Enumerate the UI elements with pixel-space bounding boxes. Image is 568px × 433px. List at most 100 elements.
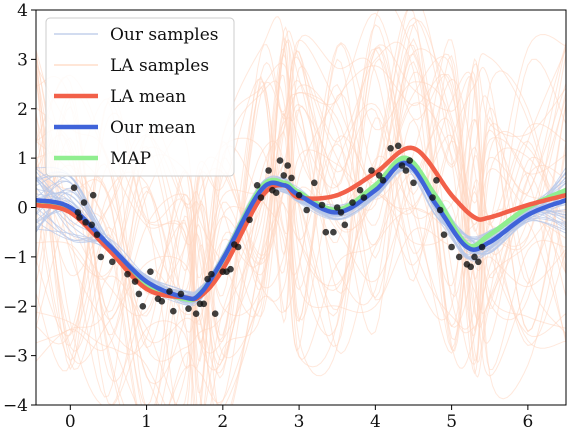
y-tick-label: −1	[3, 248, 28, 268]
x-tick-label: 0	[65, 412, 76, 432]
data-point	[88, 221, 95, 229]
y-tick-label: −3	[3, 347, 28, 367]
legend-label: MAP	[110, 149, 151, 169]
data-point	[131, 278, 139, 285]
la-sample-curve	[36, 37, 566, 405]
our-mean-line	[36, 160, 566, 302]
data-point	[227, 265, 234, 273]
data-point	[303, 206, 311, 214]
data-point	[74, 209, 82, 216]
data-point	[360, 194, 368, 201]
axis-ticks: 0 1 2 3 4 5 6 −4 −3 −2 −1 0 1 2 3 4	[3, 1, 533, 432]
data-point	[211, 310, 219, 318]
data-point	[185, 305, 192, 313]
data-point	[276, 157, 284, 164]
data-point	[341, 221, 349, 229]
y-tick-label: −2	[3, 297, 28, 317]
la-sample-curve	[36, 43, 566, 405]
legend-box	[45, 17, 235, 177]
la-sample-curve	[36, 70, 566, 405]
data-point	[253, 182, 261, 189]
data-point	[402, 167, 410, 174]
data-point	[166, 288, 173, 295]
data-point	[208, 270, 215, 278]
data-point	[177, 290, 185, 298]
data-point	[478, 243, 486, 251]
legend-label: LA samples	[110, 56, 209, 76]
y-tick-label: −4	[3, 396, 28, 416]
data-point	[448, 243, 455, 251]
data-point	[139, 303, 147, 310]
data-point	[284, 162, 292, 169]
y-tick-label: 2	[17, 100, 28, 120]
data-point	[89, 191, 97, 199]
y-tick-label: 0	[17, 199, 28, 219]
legend-label: Our mean	[110, 118, 196, 138]
data-point	[387, 145, 394, 152]
x-tick-label: 6	[522, 412, 533, 432]
data-point	[436, 206, 444, 214]
data-point	[440, 231, 448, 238]
data-point	[295, 191, 303, 199]
x-tick-label: 3	[294, 412, 305, 432]
data-point	[398, 162, 406, 169]
data-point	[265, 167, 272, 174]
data-point	[433, 177, 440, 184]
data-point	[70, 184, 78, 191]
data-point	[109, 258, 116, 266]
y-tick-label: 4	[17, 1, 28, 21]
data-point	[337, 209, 345, 216]
x-tick-label: 4	[370, 412, 381, 432]
data-point	[288, 174, 295, 182]
data-point	[257, 194, 265, 201]
data-point	[475, 258, 482, 266]
la-sample-curve	[36, 85, 566, 405]
data-point	[349, 199, 356, 206]
data-point	[192, 310, 200, 318]
data-point	[330, 228, 337, 236]
data-point	[135, 290, 143, 298]
data-point	[406, 157, 414, 164]
legend-label: LA mean	[110, 87, 186, 107]
data-point	[147, 268, 154, 276]
data-point	[356, 186, 364, 194]
data-point	[82, 219, 89, 226]
data-point	[368, 167, 375, 174]
data-point	[80, 199, 88, 206]
data-point	[124, 270, 131, 278]
data-point	[379, 177, 387, 184]
data-point	[455, 253, 463, 261]
data-point	[410, 179, 417, 187]
data-point	[204, 275, 211, 283]
data-point	[429, 194, 436, 201]
x-tick-label: 1	[141, 412, 152, 432]
data-points	[70, 142, 486, 318]
data-point	[272, 189, 280, 196]
data-point	[333, 204, 341, 211]
data-point	[318, 201, 326, 209]
data-point	[322, 228, 330, 236]
la-sample-curve	[36, 53, 566, 405]
la-sample-curve	[36, 65, 566, 405]
data-point	[280, 172, 288, 179]
data-point	[311, 179, 318, 187]
data-point	[200, 300, 208, 308]
data-point	[375, 172, 383, 179]
data-point	[97, 253, 105, 261]
data-point	[76, 214, 83, 221]
data-point	[471, 253, 478, 261]
data-point	[93, 231, 101, 238]
x-tick-label: 2	[217, 412, 228, 432]
y-tick-label: 1	[17, 149, 28, 169]
data-point	[234, 243, 242, 251]
la-sample-curve	[36, 36, 566, 405]
data-point	[394, 142, 402, 150]
la-sample-curve	[36, 19, 566, 362]
legend-label: Our samples	[110, 25, 219, 45]
data-point	[158, 298, 166, 305]
y-tick-label: 3	[17, 50, 28, 70]
mean-curves	[36, 145, 566, 303]
data-point	[467, 263, 475, 271]
data-point	[246, 216, 253, 224]
